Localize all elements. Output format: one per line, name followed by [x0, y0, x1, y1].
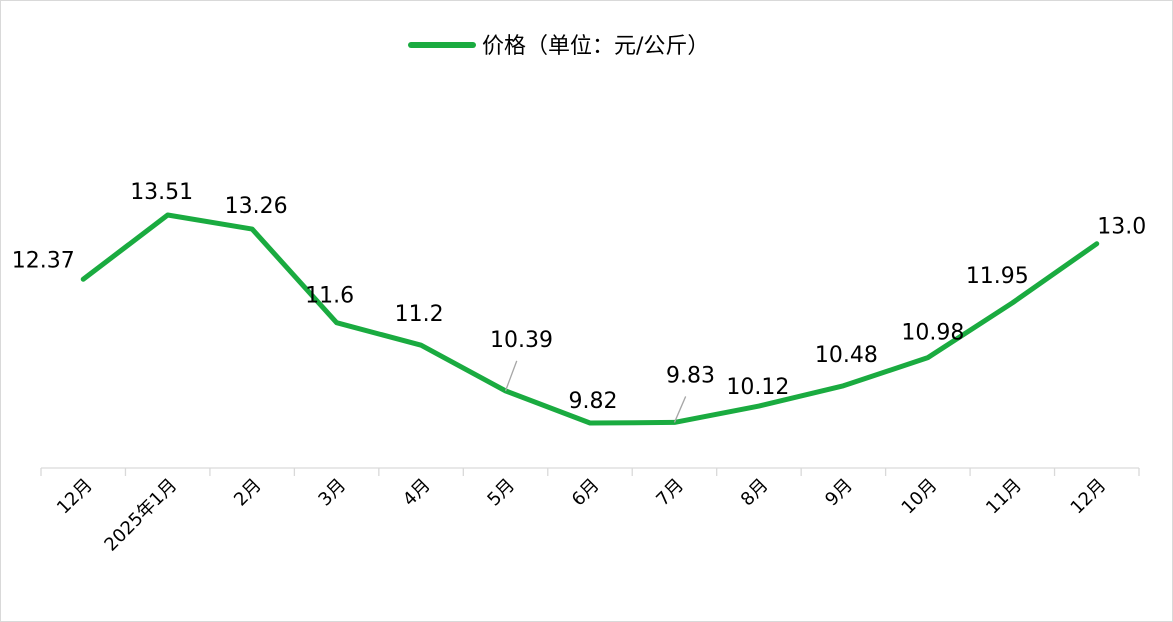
- x-tick-label: 2025年1月: [100, 475, 181, 556]
- data-label: 11.6: [305, 284, 354, 309]
- data-label: 9.82: [569, 389, 618, 414]
- price-series-line: [80, 212, 1100, 426]
- data-label: 11.2: [395, 302, 444, 327]
- data-label: 11.95: [966, 264, 1029, 289]
- x-ticks: [40, 468, 1140, 476]
- leader-lines: [504, 360, 687, 423]
- x-tick-label: 3月: [314, 475, 350, 511]
- x-tick-label: 5月: [483, 475, 519, 511]
- x-tick-label: 6月: [568, 475, 604, 511]
- x-tick-label: 10月: [898, 475, 942, 519]
- data-labels: 12.37 13.51 13.26 11.6 11.2 10.39 9.82 9.83 10.1…: [12, 180, 1147, 414]
- leader-line: [504, 360, 518, 392]
- legend: 价格（单位：元/公斤）: [408, 34, 709, 59]
- legend-label: 价格（单位：元/公斤）: [482, 34, 709, 59]
- x-tick-label: 12月: [53, 475, 97, 519]
- x-tick-label: 11月: [982, 475, 1026, 519]
- x-tick-labels: 12月 2025年1月 2月 3月 4月 5月 6月 7月 8月 9月 10月 11月 12月: [53, 475, 1110, 556]
- data-label: 10.98: [901, 321, 964, 346]
- data-label: 13.26: [225, 194, 288, 219]
- data-label: 13.51: [130, 180, 193, 205]
- data-label: 10.12: [726, 375, 789, 400]
- data-label: 10.48: [815, 343, 878, 368]
- x-tick-label: 2月: [230, 475, 266, 511]
- data-label: 13.0: [1097, 215, 1146, 240]
- data-label: 10.39: [490, 328, 553, 353]
- leader-line: [673, 396, 687, 423]
- data-label: 9.83: [666, 363, 715, 388]
- x-tick-label: 12月: [1067, 475, 1111, 519]
- x-tick-label: 4月: [399, 475, 435, 511]
- x-tick-label: 9月: [821, 475, 857, 511]
- x-tick-label: 8月: [737, 475, 773, 511]
- x-tick-label: 7月: [652, 475, 688, 511]
- data-label: 12.37: [12, 248, 75, 273]
